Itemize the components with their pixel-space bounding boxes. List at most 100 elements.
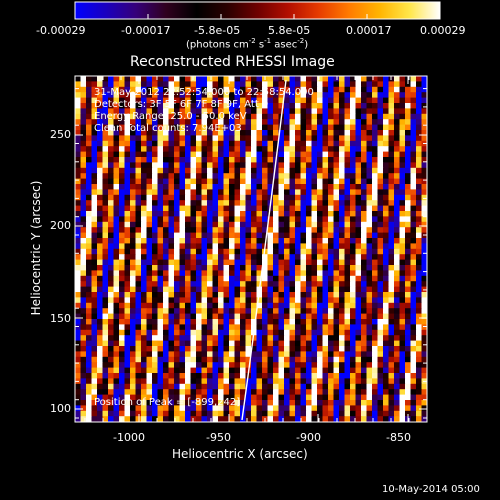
heatmap-cell [289,140,296,147]
heatmap-cell [328,346,334,352]
heatmap-cell [333,308,340,314]
heatmap-cell [311,362,318,368]
heatmap-cell [333,200,340,206]
heatmap-cell [311,367,318,374]
heatmap-cell [322,86,329,93]
heatmap-cell [240,194,246,201]
heatmap-cell [102,346,109,352]
heatmap-cell [146,265,153,271]
heatmap-cell [399,140,406,147]
heatmap-cell [229,92,235,98]
heatmap-cell [163,297,169,304]
heatmap-cell [201,124,208,131]
heatmap-cell [218,135,224,142]
heatmap-cell [212,378,219,385]
heatmap-cell [234,356,241,363]
heatmap-cell [141,227,147,233]
heatmap-cell [251,265,257,271]
heatmap-cell [333,157,340,163]
heatmap-cell [416,238,422,244]
heatmap-cell [383,227,389,233]
heatmap-cell [207,394,213,401]
heatmap-cell [201,92,208,98]
heatmap-cell [196,270,202,277]
heatmap-cell [119,92,125,98]
heatmap-cell [146,335,153,341]
heatmap-cell [91,394,98,401]
heatmap-cell [102,140,109,147]
heatmap-cell [311,113,318,120]
heatmap-cell [240,248,246,255]
heatmap-cell [344,238,351,244]
heatmap-cell [174,216,180,223]
heatmap-cell [410,351,417,358]
heatmap-cell [366,205,373,212]
heatmap-cell [278,184,285,190]
heatmap-cell [168,394,175,401]
heatmap-cell [355,351,362,358]
heatmap-cell [256,302,263,309]
heatmap-cell [86,346,92,352]
heatmap-cell [223,410,230,417]
heatmap-cell [141,92,147,98]
heatmap-cell [300,254,307,260]
heatmap-cell [350,86,356,93]
heatmap-cell [262,373,268,379]
heatmap-cell [157,383,164,390]
heatmap-cell [322,389,329,395]
heatmap-cell [240,308,246,314]
heatmap-cell [245,178,252,185]
heatmap-cell [366,259,373,266]
heatmap-cell [80,292,87,298]
heatmap-cell [394,248,400,255]
heatmap-cell [196,140,202,147]
heatmap-cell [119,335,125,341]
heatmap-cell [262,297,268,304]
heatmap-cell [350,103,356,109]
heatmap-cell [75,275,81,282]
heatmap-cell [328,308,334,314]
heatmap-cell [119,178,125,185]
heatmap-cell [405,275,411,282]
heatmap-cell [157,86,164,93]
heatmap-cell [108,140,114,147]
heatmap-cell [273,367,279,374]
heatmap-cell [355,367,362,374]
heatmap-cell [168,373,175,379]
heatmap-cell [383,97,389,104]
heatmap-cell [119,286,125,293]
heatmap-cell [388,162,395,169]
heatmap-cell [108,167,114,174]
heatmap-cell [322,146,329,152]
heatmap-cell [344,324,351,331]
heatmap-cell [273,346,279,352]
heatmap-cell [152,373,158,379]
heatmap-cell [339,378,345,385]
heatmap-cell [273,410,279,417]
heatmap-cell [262,367,268,374]
heatmap-cell [388,313,395,320]
heatmap-cell [113,302,120,309]
heatmap-cell [273,297,279,304]
heatmap-cell [399,157,406,163]
heatmap-cell [333,151,340,158]
heatmap-cell [388,157,395,163]
heatmap-cell [328,81,334,88]
heatmap-cell [91,356,98,363]
heatmap-cell [399,297,406,304]
heatmap-cell [311,119,318,125]
heatmap-cell [223,194,230,201]
heatmap-cell [339,162,345,169]
heatmap-cell [218,297,224,304]
heatmap-cell [86,227,92,233]
heatmap-cell [284,319,290,325]
heatmap-cell [245,157,252,163]
heatmap-cell [399,167,406,174]
heatmap-cell [229,378,235,385]
heatmap-cell [405,227,411,233]
heatmap-cell [388,373,395,379]
heatmap-cell [306,281,312,287]
heatmap-cell [91,367,98,374]
heatmap-cell [306,200,312,206]
heatmap-cell [256,119,263,125]
